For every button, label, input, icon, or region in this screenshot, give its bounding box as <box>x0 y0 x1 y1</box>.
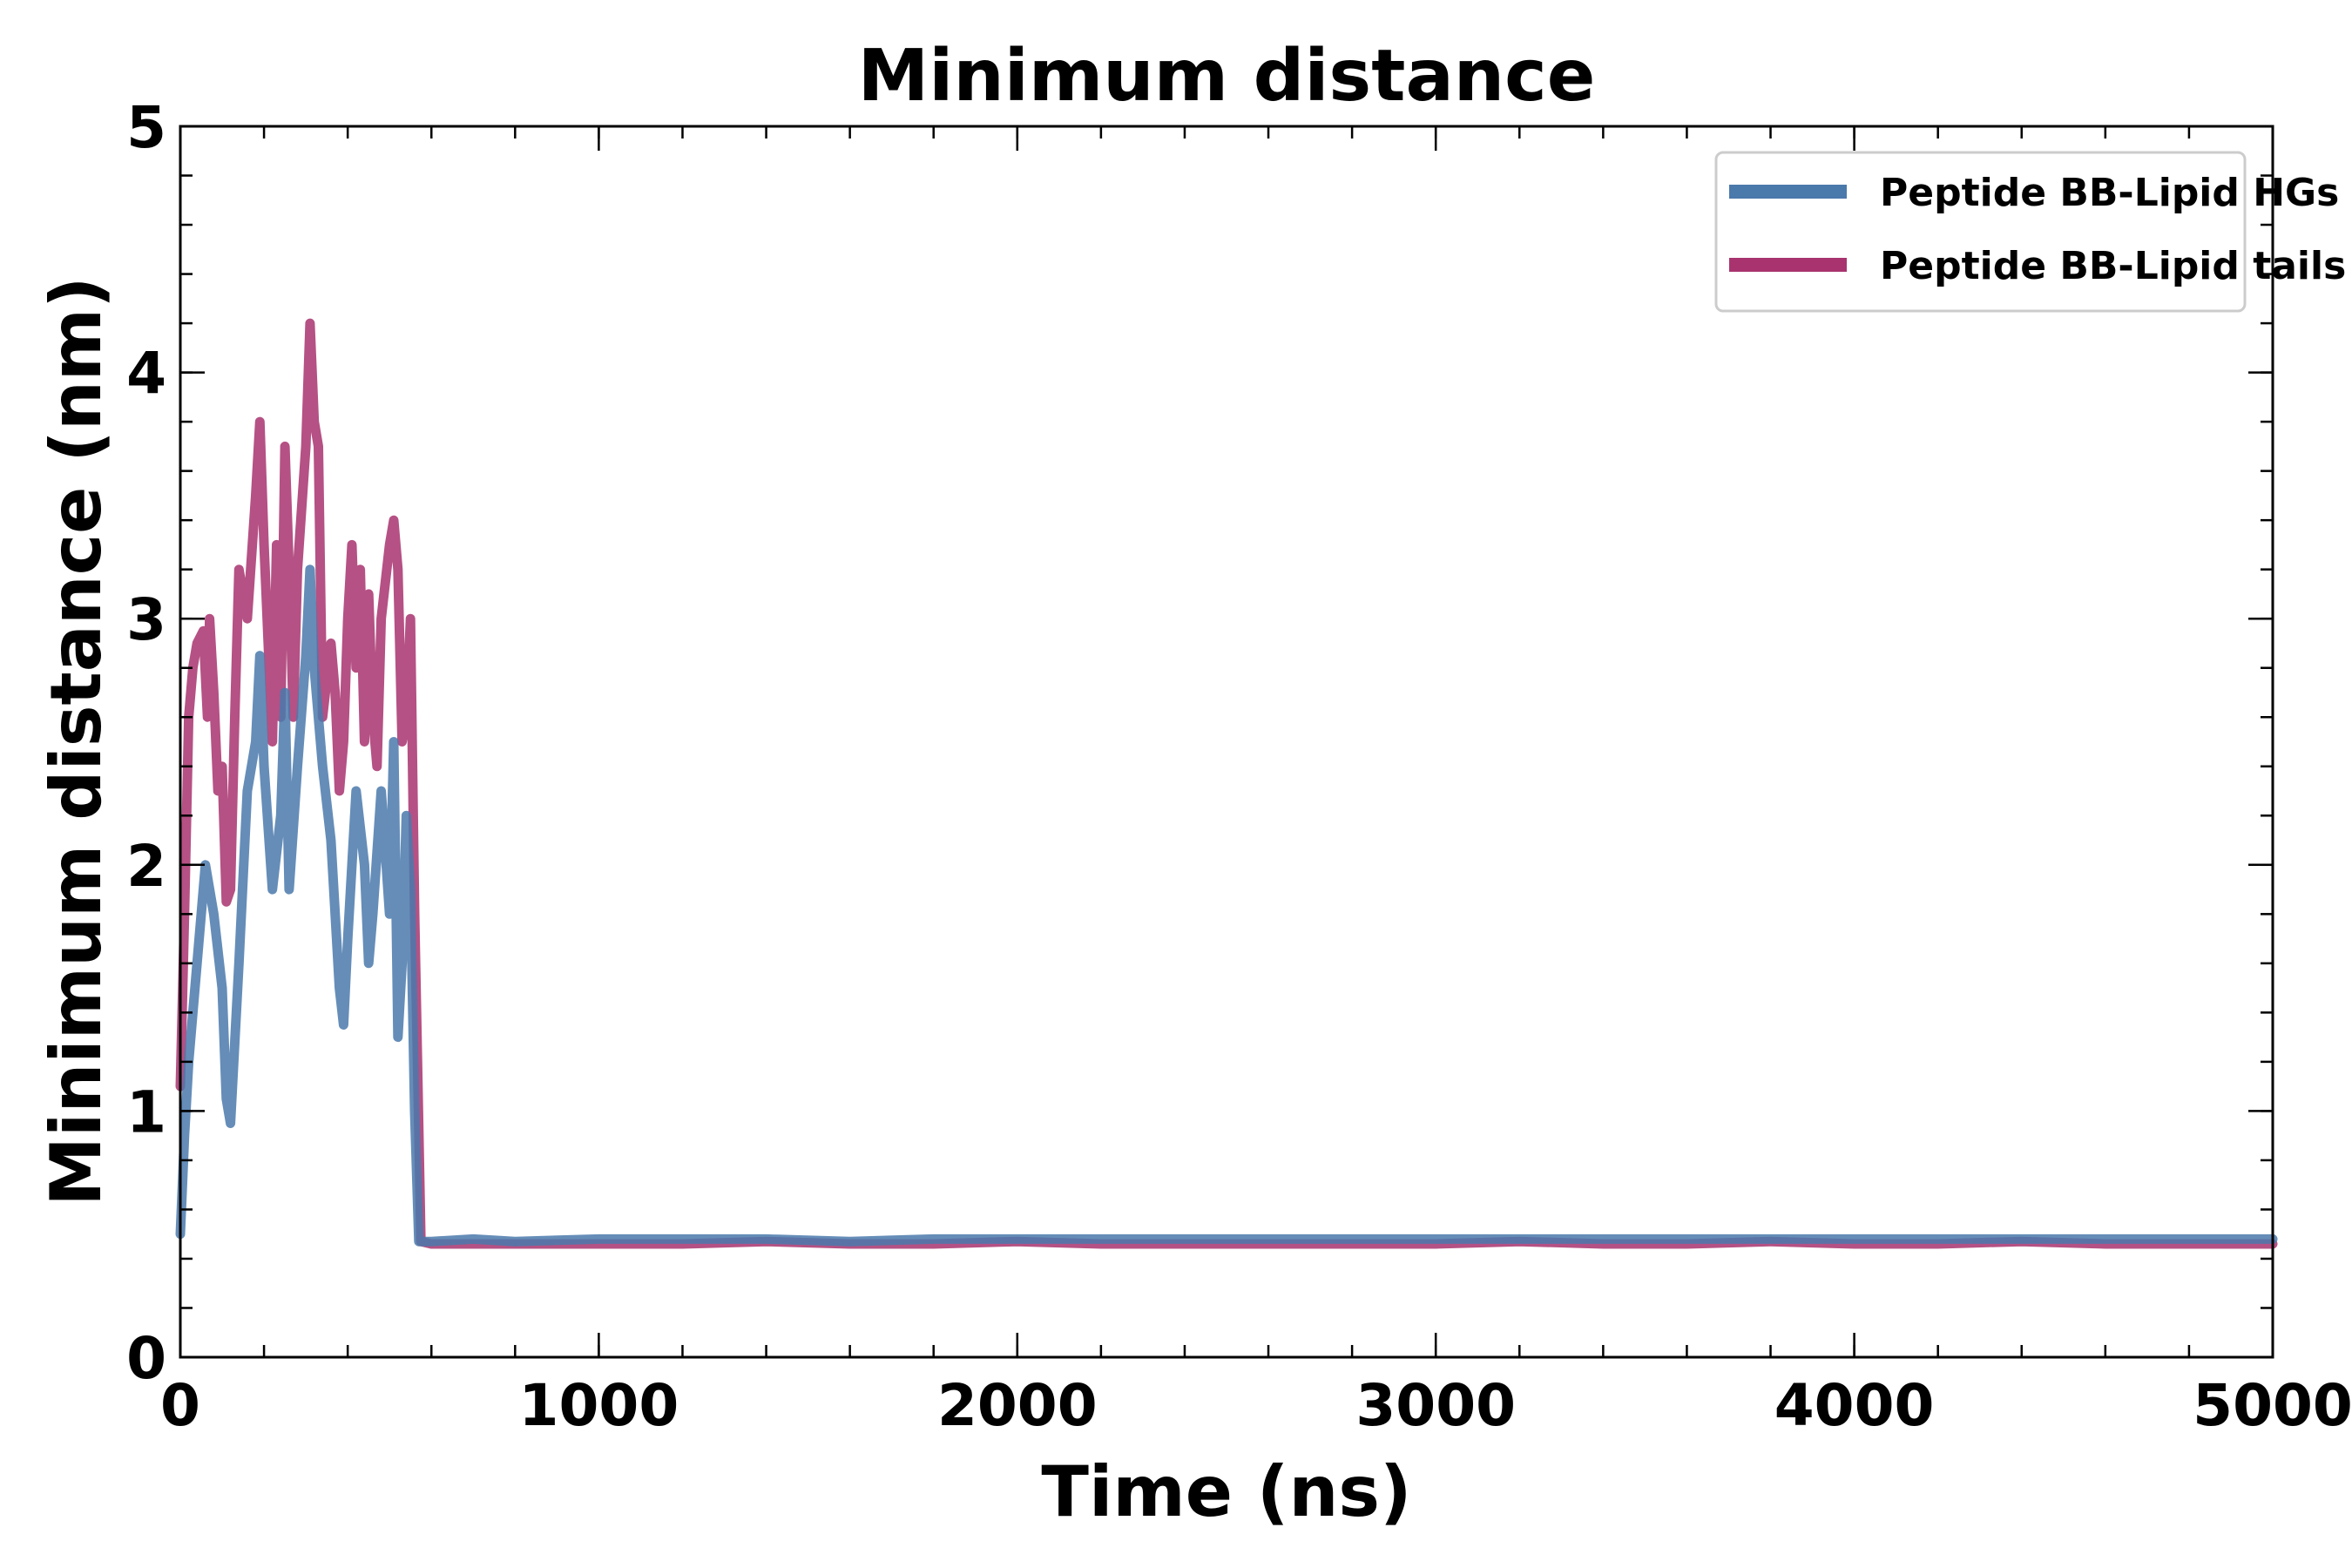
series-line-1 <box>175 318 2278 1249</box>
y-tick-label: 3 <box>126 586 166 653</box>
plot-frame <box>179 125 2274 1359</box>
x-tick-label: 1000 <box>519 1372 679 1439</box>
tick-layer: 0 1000 2000 3000 4000 5000 0 1 2 3 4 5 <box>126 94 2352 1439</box>
x-tick-label: 0 <box>160 1372 200 1439</box>
series-layer <box>175 318 2278 1249</box>
y-axis-label: Minimum distance (nm) <box>36 276 117 1206</box>
legend: Peptide BB-Lipid HGs Peptide BB-Lipid ta… <box>1714 151 2346 313</box>
x-tick-label: 2000 <box>937 1372 1098 1439</box>
x-tick-label: 3000 <box>1355 1372 1516 1439</box>
legend-label-hgs: Peptide BB-Lipid HGs <box>1880 171 2339 215</box>
x-tick-label: 4000 <box>1774 1372 1935 1439</box>
chart-title: Minimum distance <box>858 35 1596 118</box>
y-tick-label: 1 <box>126 1078 166 1146</box>
series-line-0 <box>175 564 2278 1247</box>
y-tick-label: 2 <box>126 833 166 900</box>
legend-label-tails: Peptide BB-Lipid tails <box>1880 244 2346 288</box>
x-tick-label: 5000 <box>2193 1372 2352 1439</box>
y-tick-label: 5 <box>126 94 166 161</box>
y-tick-label: 0 <box>126 1325 166 1392</box>
x-axis-label: Time (ns) <box>1041 1451 1411 1532</box>
legend-box <box>1714 151 2247 313</box>
y-tick-label: 4 <box>126 341 166 408</box>
